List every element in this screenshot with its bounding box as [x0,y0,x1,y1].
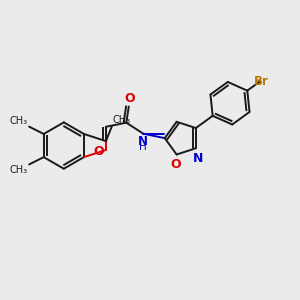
Text: N: N [193,152,203,165]
Text: O: O [124,92,135,105]
Text: CH₃: CH₃ [112,115,131,125]
Text: H: H [140,142,147,152]
Text: Br: Br [254,74,269,88]
Text: N: N [138,135,148,148]
Text: O: O [171,158,181,171]
Text: CH₃: CH₃ [10,116,28,126]
Text: CH₃: CH₃ [10,165,28,175]
Text: O: O [93,145,104,158]
